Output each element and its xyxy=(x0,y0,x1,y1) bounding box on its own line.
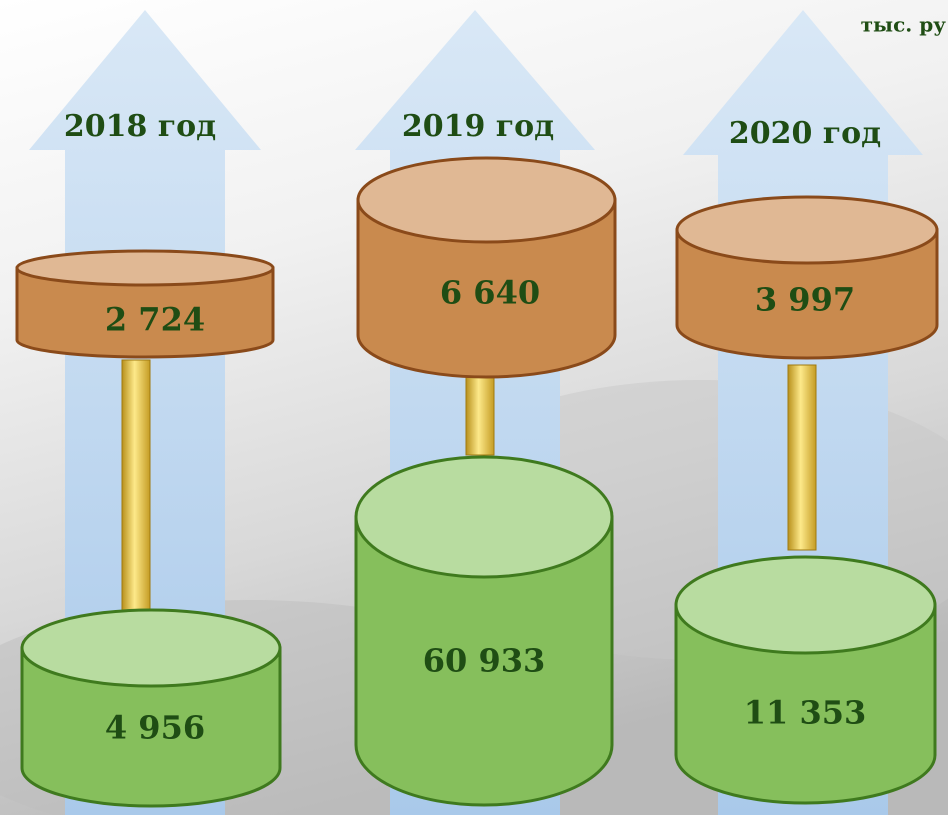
value-label: 11 353 xyxy=(744,694,866,732)
value-label: 4 956 xyxy=(105,709,205,747)
connector xyxy=(788,365,816,550)
year-label: 2019 год xyxy=(402,109,554,144)
year-label: 2020 год xyxy=(729,116,881,151)
year-label: 2018 год xyxy=(64,109,216,144)
cylinder-top xyxy=(676,557,935,653)
value-label: 2 724 xyxy=(105,301,205,339)
value-label: 6 640 xyxy=(440,274,540,312)
value-label: 60 933 xyxy=(423,642,545,680)
infographic: 2018 год 2 724 4 956 2019 год 6 640 60 933 202… xyxy=(0,0,948,815)
cylinder-top xyxy=(677,197,937,263)
cylinder-top xyxy=(17,251,273,285)
unit-label: тыс. ру xyxy=(861,13,947,37)
value-label: 3 997 xyxy=(755,281,855,319)
cylinder-top xyxy=(22,610,280,686)
cylinder-top xyxy=(356,457,612,577)
connector xyxy=(122,360,150,612)
cylinder-top xyxy=(358,158,615,242)
